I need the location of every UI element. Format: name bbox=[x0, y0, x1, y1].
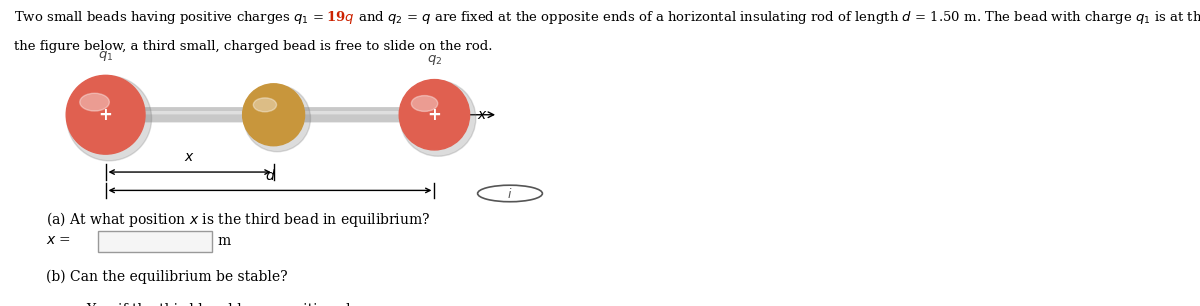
Text: +: + bbox=[98, 106, 113, 124]
Text: the figure below, a third small, charged bead is free to slide on the rod.: the figure below, a third small, charged… bbox=[14, 40, 493, 53]
Ellipse shape bbox=[244, 85, 311, 152]
FancyBboxPatch shape bbox=[109, 111, 431, 114]
Text: 19$q$: 19$q$ bbox=[326, 9, 354, 26]
Text: +: + bbox=[427, 106, 442, 124]
Text: $q_2$: $q_2$ bbox=[427, 53, 442, 67]
Ellipse shape bbox=[400, 80, 469, 150]
Text: $i$: $i$ bbox=[508, 187, 512, 201]
Text: (b) Can the equilibrium be stable?: (b) Can the equilibrium be stable? bbox=[46, 269, 287, 284]
Text: $q_1$: $q_1$ bbox=[98, 49, 113, 63]
Ellipse shape bbox=[400, 80, 476, 156]
Text: $x$: $x$ bbox=[478, 108, 488, 122]
Text: Yes, if the third bead has a positive charge.: Yes, if the third bead has a positive ch… bbox=[86, 303, 392, 306]
Text: and $q_2$ = $q$ are fixed at the opposite ends of a horizontal insulating rod of: and $q_2$ = $q$ are fixed at the opposit… bbox=[354, 9, 1200, 26]
Ellipse shape bbox=[253, 98, 276, 112]
FancyBboxPatch shape bbox=[98, 231, 212, 252]
Text: $d$: $d$ bbox=[264, 168, 276, 183]
Ellipse shape bbox=[79, 93, 109, 111]
Ellipse shape bbox=[67, 76, 151, 161]
Text: $x$ =: $x$ = bbox=[46, 233, 71, 247]
Ellipse shape bbox=[66, 75, 145, 154]
Text: $x$: $x$ bbox=[185, 150, 194, 164]
Text: Two small beads having positive charges $q_1$ =: Two small beads having positive charges … bbox=[14, 9, 326, 26]
Ellipse shape bbox=[242, 84, 305, 146]
Text: m: m bbox=[217, 234, 230, 248]
Ellipse shape bbox=[412, 95, 438, 111]
Text: (a) At what position $x$ is the third bead in equilibrium?: (a) At what position $x$ is the third be… bbox=[46, 210, 430, 229]
FancyBboxPatch shape bbox=[101, 107, 439, 122]
